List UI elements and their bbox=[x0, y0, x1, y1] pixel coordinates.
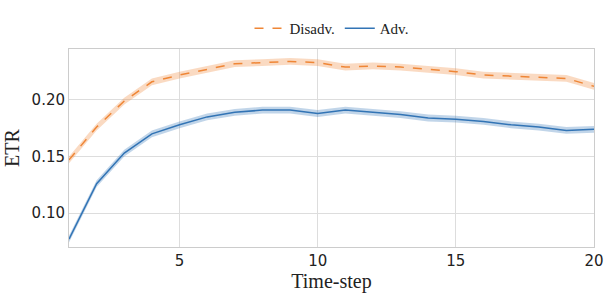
svg-text:0.15: 0.15 bbox=[32, 148, 65, 166]
svg-text:10: 10 bbox=[308, 252, 327, 270]
svg-text:Time-step: Time-step bbox=[291, 270, 371, 293]
svg-text:Disadv.: Disadv. bbox=[290, 21, 335, 37]
svg-text:0.20: 0.20 bbox=[32, 91, 65, 109]
svg-text:5: 5 bbox=[175, 252, 185, 270]
svg-text:15: 15 bbox=[446, 252, 465, 270]
svg-text:ETR: ETR bbox=[1, 128, 23, 166]
svg-text:20: 20 bbox=[584, 252, 603, 270]
svg-text:Adv.: Adv. bbox=[380, 21, 409, 37]
svg-text:0.10: 0.10 bbox=[32, 204, 65, 222]
